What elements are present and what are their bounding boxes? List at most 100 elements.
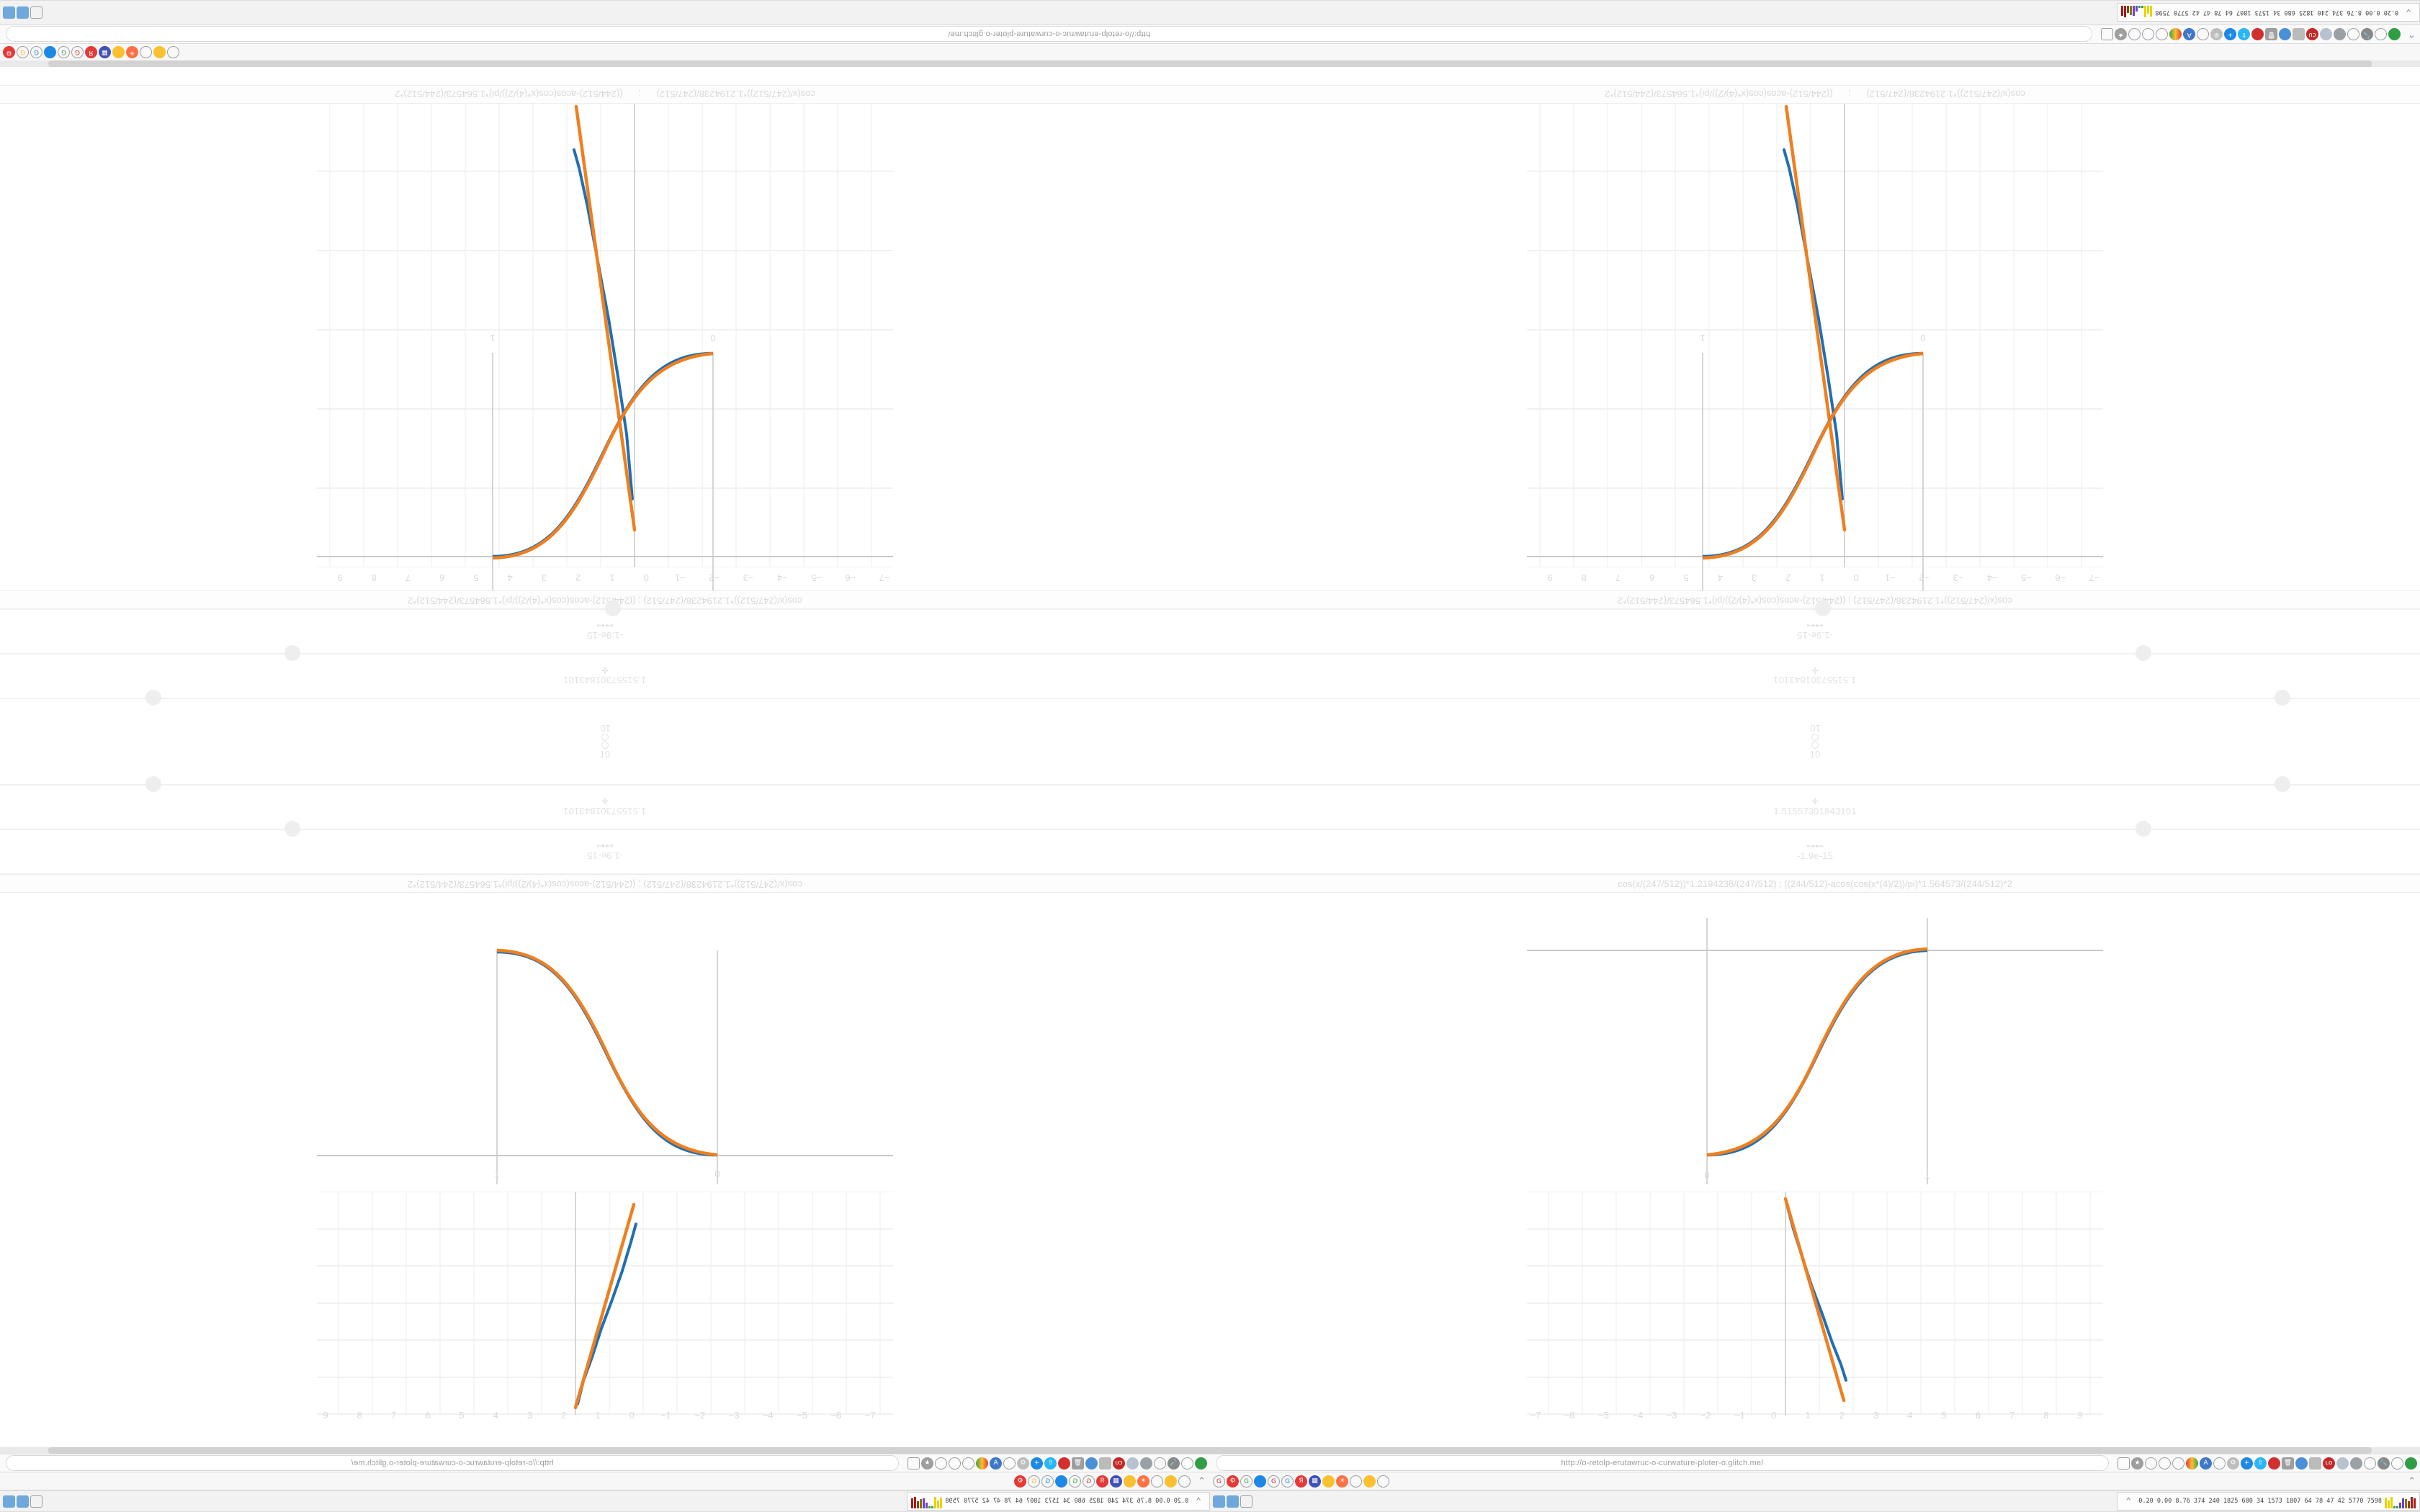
- pill-icon[interactable]: [2213, 1457, 2226, 1470]
- back-arrow-icon[interactable]: ←: [935, 1457, 947, 1470]
- settings-icon[interactable]: ⚙: [1017, 1457, 1029, 1470]
- slider-knob[interactable]: [145, 776, 161, 792]
- slider-track[interactable]: [0, 776, 1210, 792]
- formula-bar-tr[interactable]: cos(x/(247/512))*1.2194238/(247/512) ; (…: [1210, 85, 2420, 104]
- slider-row[interactable]: ⊶⊷ -1.9e-15: [0, 821, 1210, 874]
- window-buttons-left[interactable]: [0, 1495, 45, 1508]
- address-bar-bottom-right[interactable]: http://o-retolp-erutawruc-o-curwature-pl…: [1216, 1455, 2109, 1471]
- chevron-up-icon[interactable]: ⌃: [1196, 1495, 1201, 1507]
- slider-knob[interactable]: [2275, 690, 2291, 706]
- reddit-icon[interactable]: Я: [1295, 1475, 1307, 1488]
- slider-track[interactable]: [0, 821, 1210, 837]
- drag-handle-icon[interactable]: ⊶⊷: [1806, 621, 1824, 631]
- hourglass-icon[interactable]: ⧗: [1178, 1475, 1191, 1488]
- window-buttons-right[interactable]: [1210, 1495, 1255, 1508]
- move-handle-icon[interactable]: ✛: [1811, 665, 1819, 675]
- flag-icon[interactable]: [30, 6, 42, 19]
- extension-icons-bottom-right[interactable]: 🄰 ★ → ↻ ⤓ A ⚙ + ⇧ 🗑 ʟᴏ: [2115, 1457, 2420, 1470]
- add-icon[interactable]: +: [1031, 1457, 1043, 1470]
- slider-row[interactable]: ⊶⊷ -1.9e-15: [1210, 600, 2420, 654]
- water-icon[interactable]: [44, 46, 56, 58]
- reddit-icon[interactable]: Я: [1096, 1475, 1109, 1488]
- formula-bar-center-right-2[interactable]: cos(x/(247/512))*1.2194238/(247/512) ; (…: [1210, 874, 2420, 893]
- copy-icon[interactable]: [17, 6, 29, 19]
- slider-track[interactable]: [0, 600, 1210, 616]
- image-icon[interactable]: [153, 46, 166, 58]
- stepper-dots[interactable]: [601, 734, 609, 749]
- slider-stack-right[interactable]: cos(x/(247/512))*1.2194238/(247/512) ; (…: [1210, 590, 2420, 893]
- grid-icon[interactable]: ▦: [1309, 1475, 1321, 1488]
- paint-icon[interactable]: [2169, 28, 2182, 40]
- thumbs-up-icon[interactable]: [1154, 1457, 1166, 1470]
- slider-knob[interactable]: [284, 645, 300, 661]
- stepper-dot-icon[interactable]: [1811, 734, 1819, 741]
- copy-icon[interactable]: [1213, 1495, 1225, 1508]
- move-handle-icon[interactable]: ✛: [601, 665, 609, 675]
- pill-icon[interactable]: [2197, 28, 2210, 40]
- puzzle-icon[interactable]: [2279, 28, 2292, 40]
- slider-knob[interactable]: [1815, 600, 1831, 616]
- formula-bar-tl[interactable]: cos(x/(247/512))*1.2194238/(247/512) ; (…: [0, 85, 1210, 104]
- book-icon[interactable]: [2293, 28, 2305, 40]
- flag-icon[interactable]: [30, 1495, 42, 1508]
- translate-icon[interactable]: A: [2183, 28, 2196, 40]
- translate-page-icon[interactable]: 🄰: [908, 1457, 920, 1470]
- record-icon[interactable]: ᴄᴜ: [2306, 28, 2319, 40]
- refresh-icon[interactable]: ↻: [949, 1457, 961, 1470]
- slider-knob[interactable]: [2136, 645, 2152, 661]
- google-g-icon[interactable]: G: [71, 46, 84, 58]
- wrench-icon[interactable]: 🔧: [1168, 1457, 1180, 1470]
- wrench-icon[interactable]: 🔧: [2361, 28, 2374, 40]
- sun-icon[interactable]: ☀: [1336, 1475, 1348, 1488]
- slider-knob[interactable]: [2275, 776, 2291, 792]
- slider-knob[interactable]: [284, 821, 300, 837]
- google-g2-icon[interactable]: G: [58, 46, 70, 58]
- pdf-icon[interactable]: [1058, 1457, 1070, 1470]
- water-icon[interactable]: [1254, 1475, 1266, 1488]
- image2-icon[interactable]: [112, 46, 125, 58]
- trash-icon[interactable]: 🗑: [2282, 1457, 2294, 1470]
- record-icon[interactable]: ᴄᴜ: [1113, 1457, 1125, 1470]
- chevron-up-icon[interactable]: ⌃: [1198, 1475, 1206, 1486]
- slider-knob[interactable]: [2136, 821, 2152, 837]
- hourglass-icon[interactable]: ⧗: [1377, 1475, 1389, 1488]
- stepper-dot-icon[interactable]: [601, 742, 609, 749]
- grid-icon[interactable]: ▦: [1110, 1475, 1123, 1488]
- slider-row[interactable]: 10 10: [0, 690, 1210, 785]
- slider-row[interactable]: 10 10: [1210, 690, 2420, 785]
- windows-icon[interactable]: [1227, 1495, 1239, 1508]
- shield-icon[interactable]: [1126, 1457, 1139, 1470]
- slider-track[interactable]: [1210, 600, 2420, 616]
- paint-icon[interactable]: [976, 1457, 988, 1470]
- download-icon[interactable]: ⤓: [962, 1457, 974, 1470]
- hourglass-icon[interactable]: ⧗: [167, 46, 179, 58]
- slider-row[interactable]: ✛ 1.51557301843101: [1210, 776, 2420, 829]
- star-icon[interactable]: ★: [2131, 1457, 2143, 1470]
- bottom-tabstrip[interactable]: ⌃ ⧗ cc ☀ ▦ Я G G G G ⚙: [0, 1472, 2420, 1490]
- copy-icon[interactable]: [17, 1495, 29, 1508]
- back-arrow-icon[interactable]: ←: [2128, 28, 2141, 40]
- chevron-up-icon[interactable]: ⌃: [2408, 29, 2416, 40]
- slider-row[interactable]: ✛ 1.51557301843101: [0, 776, 1210, 829]
- book-icon[interactable]: [1099, 1457, 1111, 1470]
- refresh-icon[interactable]: ↻: [2159, 1457, 2171, 1470]
- reddit-icon[interactable]: Я: [85, 46, 97, 58]
- settings-icon[interactable]: ⚙: [2210, 28, 2223, 40]
- record-icon[interactable]: ʟᴏ: [2323, 1457, 2335, 1470]
- gear-red-icon[interactable]: ⚙: [1014, 1475, 1027, 1488]
- cc-icon[interactable]: cc: [1151, 1475, 1164, 1488]
- google-g3-icon[interactable]: G: [1268, 1475, 1280, 1488]
- add-icon[interactable]: +: [2224, 28, 2237, 40]
- top-browser-toolbar[interactable]: ⌃ ⚙ 🔧 ᴄᴜ 🗑 ⇧ + ⚙ A ⤓ ↻: [0, 24, 2420, 43]
- google-g2-icon[interactable]: G: [1240, 1475, 1252, 1488]
- chevron-down-icon[interactable]: ⌄: [2406, 7, 2411, 18]
- cc-icon[interactable]: cc: [140, 46, 152, 58]
- gear-red-icon[interactable]: ⚙: [1227, 1475, 1239, 1488]
- chevron-up-icon[interactable]: ⌃: [2125, 1495, 2132, 1507]
- thumbs-up-icon[interactable]: [2364, 1457, 2376, 1470]
- tab-favicons[interactable]: ⧗ cc ☀ ▦ Я G G G G ⚙: [0, 46, 182, 58]
- slider-row[interactable]: ✛ 1.51557301843101: [0, 645, 1210, 698]
- tab-favicons-left[interactable]: ⧗ cc ☀ ▦ Я G G G G ⚙: [1011, 1475, 1193, 1488]
- image-icon[interactable]: [1165, 1475, 1178, 1488]
- trash-icon[interactable]: 🗑: [2265, 28, 2278, 40]
